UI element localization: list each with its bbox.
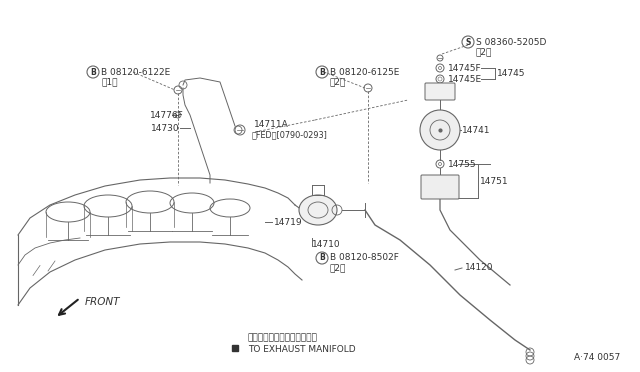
- Text: エキゾースト　マニホールヘ: エキゾースト マニホールヘ: [248, 333, 318, 342]
- Text: S 08360-5205D: S 08360-5205D: [476, 38, 547, 46]
- Text: B 08120-6125E: B 08120-6125E: [330, 67, 399, 77]
- FancyBboxPatch shape: [421, 175, 459, 199]
- Text: 14776F: 14776F: [150, 110, 184, 119]
- Text: 14745: 14745: [497, 68, 525, 77]
- Text: 14120: 14120: [465, 263, 493, 273]
- Text: 14710: 14710: [312, 240, 340, 248]
- Circle shape: [420, 110, 460, 150]
- Text: （2）: （2）: [476, 48, 492, 57]
- Text: 14730: 14730: [152, 124, 180, 132]
- Text: FRONT: FRONT: [85, 297, 120, 307]
- Text: B: B: [90, 67, 96, 77]
- Ellipse shape: [299, 195, 337, 225]
- Text: TO EXHAUST MANIFOLD: TO EXHAUST MANIFOLD: [248, 345, 356, 354]
- Text: B 08120-8502F: B 08120-8502F: [330, 253, 399, 263]
- Text: 14719: 14719: [274, 218, 303, 227]
- Text: 14751: 14751: [480, 176, 509, 186]
- Text: （FED）[0790-0293]: （FED）[0790-0293]: [252, 131, 328, 140]
- Text: （1）: （1）: [101, 77, 118, 87]
- Text: （2）: （2）: [330, 263, 346, 273]
- Text: B 08120-6122E: B 08120-6122E: [101, 67, 170, 77]
- FancyBboxPatch shape: [425, 83, 455, 100]
- Text: 14711A: 14711A: [254, 119, 289, 128]
- Text: A·74 0057: A·74 0057: [573, 353, 620, 362]
- Text: 14745E: 14745E: [448, 74, 482, 83]
- Text: B: B: [319, 253, 325, 263]
- Text: 14755: 14755: [448, 160, 477, 169]
- Text: （2）: （2）: [330, 77, 346, 87]
- Text: B: B: [319, 67, 325, 77]
- Text: S: S: [465, 38, 470, 46]
- Text: 14745F: 14745F: [448, 64, 482, 73]
- Text: 14741: 14741: [462, 125, 490, 135]
